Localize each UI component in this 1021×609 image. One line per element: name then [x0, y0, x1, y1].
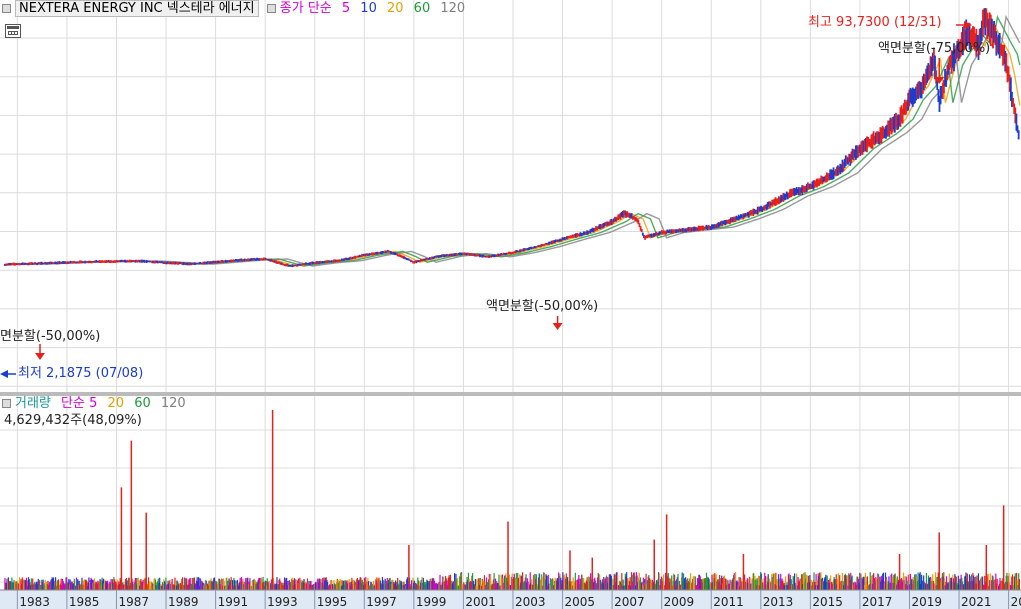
- volume-last-value: 4,629,432주(48,09%): [4, 413, 142, 428]
- price-series: [4, 8, 1020, 268]
- x-tick-label: 2007: [614, 595, 645, 609]
- volume-ma-5-label: 5: [89, 396, 98, 411]
- legend-toggle-icon[interactable]: [2, 399, 11, 408]
- x-tick-label: 2015: [812, 595, 843, 609]
- ma-60-label: 60: [413, 1, 431, 16]
- x-tick-label: 2001: [465, 595, 496, 609]
- volume-legend: 거래량 단순 5 20 60 120: [2, 396, 186, 412]
- ma-5-label: 5: [341, 1, 351, 16]
- low-annotation: 최저 2,1875 (07/08): [18, 366, 144, 381]
- volume-ma-120-label: 120: [160, 396, 186, 411]
- volume-grid: [0, 396, 1021, 590]
- ma-10-label: 10: [360, 1, 377, 16]
- x-tick-label: 2023: [1011, 595, 1021, 609]
- x-tick-label: 2019: [911, 595, 942, 609]
- split-annotation-left: 면분할(-50,00%): [0, 329, 101, 344]
- legend-toggle-icon[interactable]: [2, 4, 11, 13]
- x-tick-label: 1993: [267, 595, 298, 609]
- volume-ma-20-label: 20: [107, 396, 125, 411]
- price-panel: [0, 0, 1021, 392]
- split-annotation-mid: 액면분할(-50,00%): [486, 299, 599, 314]
- legend-toggle-icon[interactable]: [266, 4, 276, 13]
- time-axis-background: [0, 590, 1021, 609]
- x-tick-label: 1983: [19, 595, 50, 609]
- volume-ma-60-label: 60: [134, 396, 151, 411]
- x-tick-label: 1997: [366, 595, 397, 609]
- arrow-head-icon: [552, 323, 563, 330]
- arrow-head-icon: [964, 21, 972, 29]
- volume-bars: [4, 410, 1021, 590]
- ma-120-label: 120: [440, 1, 466, 16]
- calendar-icon[interactable]: [5, 24, 21, 38]
- price-label: 종가: [279, 1, 304, 16]
- price-grid: [0, 0, 1021, 396]
- x-tick-label: 1985: [69, 595, 100, 609]
- x-tick-label: 2011: [713, 595, 744, 609]
- volume-ma-type-label: 단순: [61, 396, 85, 411]
- x-tick-label: 1987: [118, 595, 149, 609]
- arrow-head-icon: [35, 353, 45, 360]
- x-tick-label: 1995: [317, 595, 348, 609]
- split-annotation-right: 액면분할(-75,00%): [878, 41, 991, 56]
- arrow-head-icon: [934, 77, 945, 84]
- ticker-name: NEXTERA ENERGY INC 넥스테라 에너지: [15, 0, 259, 17]
- x-tick-label: 2005: [565, 595, 596, 609]
- x-tick-label: 2013: [763, 595, 794, 609]
- x-tick-label: 1999: [416, 595, 447, 609]
- high-annotation: 최고 93,7300 (12/31): [808, 15, 942, 30]
- event-markers: [0, 21, 972, 378]
- x-tick-label: 2021: [961, 595, 992, 609]
- x-tick-label: 1991: [218, 595, 249, 609]
- x-tick-label: 2003: [515, 595, 546, 609]
- x-tick-label: 1989: [168, 595, 199, 609]
- ma-20-label: 20: [386, 1, 404, 16]
- volume-label: 거래량: [15, 396, 51, 411]
- time-axis: 1983 1985 1987 1989 1991 1993 1995 1997 1999 2001…: [0, 589, 1021, 609]
- x-tick-label: 2017: [862, 595, 893, 609]
- x-tick-label: 2009: [664, 595, 695, 609]
- arrow-head-icon: [0, 370, 8, 378]
- ma-type-label: 단순: [307, 1, 332, 16]
- price-legend: NEXTERA ENERGY INC 넥스테라 에너지 종가 단순 5 10 2…: [2, 0, 466, 17]
